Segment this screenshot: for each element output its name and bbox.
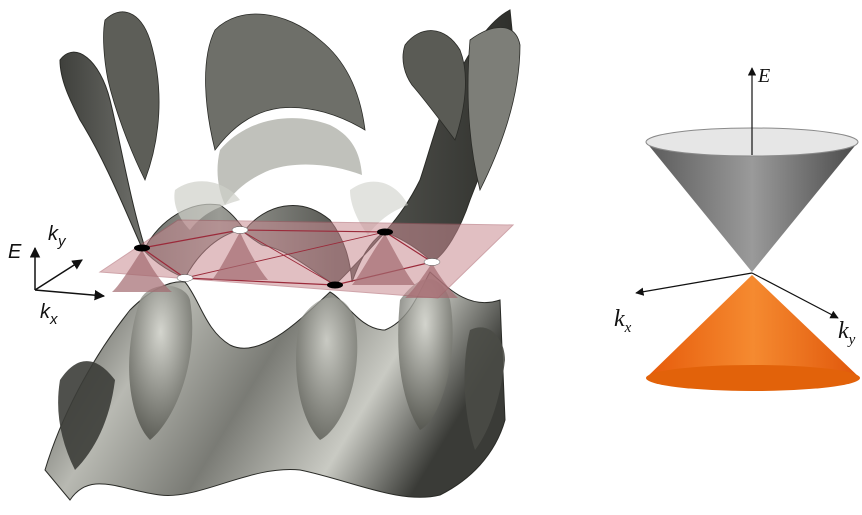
dirac-point-1 xyxy=(134,244,150,252)
mini-cone-1 xyxy=(112,250,172,292)
lower-cone-bottom xyxy=(646,365,860,391)
dirac-cone-panel: E kx ky xyxy=(614,65,860,391)
left-e-label: E xyxy=(8,241,22,263)
right-ky-label: ky xyxy=(838,318,856,348)
upper-cone xyxy=(646,131,858,272)
conduction-dip-1 xyxy=(174,181,240,230)
left-ky-axis xyxy=(34,259,83,291)
conduction-wing-right xyxy=(467,27,521,192)
valence-lobe-3 xyxy=(398,279,453,430)
conduction-peak-right xyxy=(402,30,466,141)
right-kx-axis xyxy=(635,272,753,296)
dirac-point-4 xyxy=(423,258,441,266)
dirac-point-5 xyxy=(327,281,343,289)
brillouin-line-2 xyxy=(184,231,386,279)
valence-lobe-1 xyxy=(129,285,193,440)
left-axes: E ky kx xyxy=(8,223,106,328)
mini-cone-3 xyxy=(352,234,415,285)
left-ky-label: ky xyxy=(48,223,67,250)
dirac-point-6 xyxy=(176,274,194,282)
left-kx-label: kx xyxy=(40,301,58,328)
dirac-point-3 xyxy=(377,228,393,236)
band-structure-panel: E ky kx xyxy=(8,9,521,501)
dirac-point-2 xyxy=(231,226,249,234)
right-kx-label: kx xyxy=(614,306,632,336)
right-ky-axis xyxy=(751,272,839,319)
conduction-peak-left xyxy=(103,11,160,181)
valence-lobe-2 xyxy=(296,297,358,440)
conduction-ridge-center xyxy=(217,118,362,205)
valence-fold-right xyxy=(464,327,505,450)
mini-cone-4 xyxy=(405,263,458,298)
valence-fold xyxy=(58,361,115,470)
conduction-peak-center xyxy=(205,13,366,151)
right-e-label: E xyxy=(757,65,770,87)
left-kx-axis xyxy=(34,289,106,301)
brillouin-line-1 xyxy=(239,229,336,286)
lower-cone xyxy=(646,275,860,391)
conduction-dip-2 xyxy=(350,181,408,235)
mini-cone-2 xyxy=(212,232,268,280)
